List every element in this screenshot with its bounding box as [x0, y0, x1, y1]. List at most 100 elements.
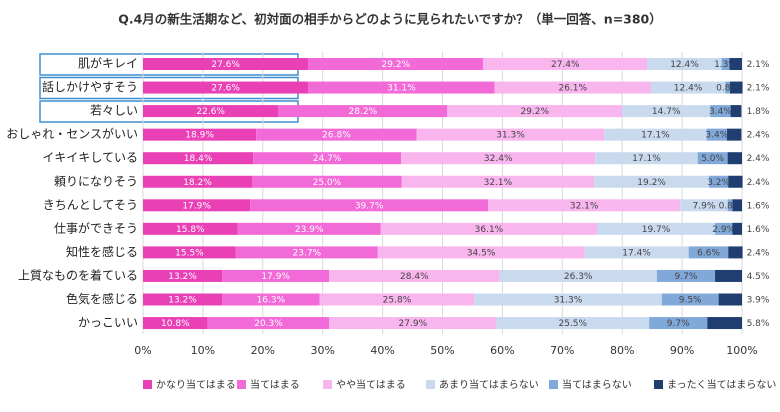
- x-tick-label: 0%: [134, 344, 151, 357]
- category-label: 上質なものを着ている: [18, 267, 138, 282]
- value-label: 4.5%: [747, 272, 770, 282]
- value-label: 31.3%: [496, 131, 525, 141]
- value-label: 2.4%: [747, 131, 770, 141]
- value-label: 13.2%: [168, 296, 197, 306]
- value-label: 25.8%: [383, 296, 412, 306]
- bar-segment: [727, 128, 742, 141]
- value-label: 5.8%: [747, 319, 770, 329]
- value-label: 2.4%: [747, 178, 770, 188]
- bar-segment: [143, 293, 223, 306]
- bar-segment: [661, 293, 719, 306]
- value-label: 13.2%: [168, 272, 197, 282]
- bar-segment: [728, 246, 743, 259]
- bar-segment: [706, 128, 728, 141]
- category-label: 色気を感じる: [66, 291, 138, 306]
- value-label: 27.4%: [551, 60, 580, 70]
- x-tick-label: 80%: [610, 344, 634, 357]
- bar-segment: [256, 128, 417, 141]
- bar-segment: [143, 152, 254, 165]
- bar-segment: [252, 175, 402, 188]
- value-label: 15.5%: [175, 248, 204, 258]
- x-tick-label: 10%: [191, 344, 215, 357]
- bar-segment: [650, 81, 726, 94]
- bar-segment: [483, 58, 648, 70]
- bar-segment: [488, 199, 681, 212]
- bar-segment: [222, 269, 330, 282]
- category-label: イキイキしている: [42, 151, 138, 165]
- bar-segment: [721, 58, 730, 70]
- value-label: 12.4%: [670, 60, 699, 70]
- value-label: 0.8%: [719, 201, 742, 211]
- legend-swatch: [549, 380, 558, 389]
- bar-segment: [727, 199, 733, 212]
- value-label: 26.1%: [558, 84, 587, 94]
- bar-segment: [416, 128, 605, 141]
- bar-segment: [207, 317, 330, 330]
- value-label: 19.7%: [642, 225, 671, 235]
- grid: [142, 52, 743, 334]
- value-label: 26.8%: [322, 131, 351, 141]
- legend-label: まったく当てはまらない: [667, 378, 776, 391]
- bar-segment: [401, 152, 596, 165]
- bar-segment: [494, 81, 651, 94]
- value-label: 32.4%: [484, 154, 513, 164]
- value-label: 31.3%: [554, 296, 583, 306]
- bar-segment: [732, 222, 742, 235]
- value-label: 2.4%: [747, 248, 770, 258]
- bar-segment: [656, 269, 716, 282]
- value-label: 12.4%: [674, 84, 703, 94]
- legend-label: 当てはまらない: [562, 378, 632, 391]
- bar-segment: [250, 199, 489, 212]
- value-label: 1.6%: [747, 201, 770, 211]
- bar-segment: [688, 246, 729, 259]
- bar-segment: [235, 246, 378, 259]
- bar-segment: [499, 269, 657, 282]
- category-label: 頼りになりそう: [54, 174, 138, 188]
- bar-segment: [730, 105, 742, 118]
- bar-segment: [308, 81, 495, 94]
- legend-label: かなり当てはまる: [156, 378, 236, 391]
- value-label: 17.4%: [622, 248, 651, 258]
- value-label: 23.7%: [293, 248, 322, 258]
- value-label: 17.9%: [182, 201, 211, 211]
- x-tick-label: 40%: [370, 344, 394, 357]
- value-label: 26.3%: [564, 272, 593, 282]
- bar-segment: [474, 293, 662, 306]
- value-label: 28.4%: [400, 272, 429, 282]
- bar-segment: [143, 222, 238, 235]
- bar-segment: [680, 199, 728, 212]
- x-tick-label: 100%: [726, 344, 757, 357]
- value-label: 34.5%: [467, 248, 496, 258]
- x-tick-label: 70%: [550, 344, 574, 357]
- legend-swatch: [237, 380, 246, 389]
- category-label: おしゃれ・センスがいい: [6, 126, 138, 141]
- value-label: 17.1%: [641, 131, 670, 141]
- bar-segment: [329, 317, 497, 330]
- bar-segment: [709, 175, 729, 188]
- value-label: 1.6%: [747, 225, 770, 235]
- legend-label: 当てはまる: [250, 378, 300, 391]
- bar-segment: [377, 246, 585, 259]
- value-label: 31.1%: [387, 84, 416, 94]
- bar-segment: [253, 152, 402, 165]
- category-label: 肌がキレイ: [78, 56, 138, 71]
- category-label: 知性を感じる: [66, 244, 138, 259]
- value-label: 39.7%: [355, 201, 384, 211]
- legend-swatch: [323, 380, 332, 389]
- category-label: きちんとしてそう: [43, 198, 138, 212]
- value-label: 36.1%: [475, 225, 504, 235]
- value-label: 23.9%: [295, 225, 324, 235]
- bar-segment: [143, 105, 279, 118]
- value-label: 25.5%: [558, 319, 587, 329]
- value-label: 6.6%: [697, 248, 720, 258]
- bar-segment: [732, 199, 742, 212]
- value-label: 16.3%: [257, 296, 286, 306]
- bar-segment: [604, 128, 707, 141]
- bar-segment: [715, 222, 733, 235]
- bar-segment: [222, 293, 320, 306]
- bar-segment: [143, 128, 257, 141]
- bar-segment: [278, 105, 448, 118]
- x-tick-label: 50%: [430, 344, 454, 357]
- value-label: 2.1%: [747, 60, 770, 70]
- bar-segment: [710, 105, 731, 118]
